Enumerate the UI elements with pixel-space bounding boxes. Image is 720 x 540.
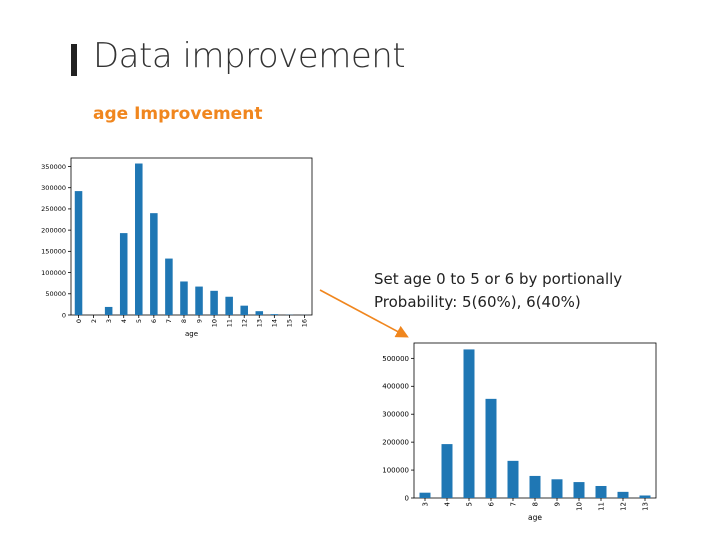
chart1-xtick-label: 10: [210, 319, 218, 327]
chart1-xtick-label: 4: [120, 319, 128, 323]
chart1-ytick-label: 200000: [41, 226, 66, 234]
chart2-bar-13: [639, 495, 651, 498]
chart1-bar-10: [210, 290, 218, 315]
chart2-bar-7: [507, 460, 519, 498]
chart1-bar-14: [270, 314, 279, 315]
chart2-ytick-label: 0: [405, 494, 409, 502]
chart2-ytick-label: 300000: [382, 411, 409, 419]
chart1-bar-8: [180, 281, 188, 315]
chart2-xtick-label: 13: [641, 502, 649, 511]
chart2-xtick-label: 9: [553, 502, 561, 506]
chart2-ytick-label: 400000: [382, 383, 409, 391]
chart2-ytick-label: 100000: [382, 467, 409, 475]
chart1-bar-3: [104, 306, 113, 315]
chart1-ytick-label: 150000: [41, 248, 66, 256]
chart1-xtick-label: 14: [271, 319, 279, 327]
chart1-xtick-label: 2: [90, 319, 98, 323]
chart1-bar-12: [240, 305, 248, 315]
chart2-xtick-label: 3: [421, 502, 429, 506]
page-title: Data improvement: [93, 36, 406, 76]
chart2-xtick-label: 12: [619, 502, 627, 511]
chart2-bar-5: [463, 349, 475, 498]
chart1-xtick-label: 7: [165, 319, 173, 323]
chart1-ytick-label: 300000: [41, 184, 66, 192]
title-accent-bar: [71, 44, 77, 76]
chart1-xtick-label: 8: [180, 319, 188, 323]
chart2-bar-8: [529, 475, 541, 498]
chart1-xaxis-label: age: [185, 330, 198, 338]
chart1-xtick-label: 13: [256, 319, 264, 327]
improvement-note: Set age 0 to 5 or 6 by portionally Proba…: [374, 268, 622, 314]
chart1-xtick-label: 9: [195, 319, 203, 323]
chart2-bar-12: [617, 491, 629, 498]
chart2-xtick-label: 11: [597, 502, 605, 511]
chart2-bar-6: [485, 398, 497, 498]
chart2-xtick-label: 8: [531, 502, 539, 506]
chart1-plot-frame: [70, 157, 313, 316]
chart2-xtick-label: 6: [487, 501, 495, 506]
chart1-xtick-label: 11: [225, 319, 233, 327]
chart1-bar-7: [165, 258, 173, 315]
chart2-bar-10: [573, 482, 585, 498]
chart1-xtick-label: 16: [301, 319, 309, 327]
chart2-xaxis-label: age: [528, 513, 542, 522]
chart1-bar-11: [225, 296, 233, 315]
chart1-bar-13: [255, 311, 264, 315]
section-subtitle: age Improvement: [93, 104, 263, 124]
chart1-xtick-label: 15: [286, 319, 294, 327]
chart2-xtick-label: 5: [465, 502, 473, 506]
chart1-bar-5: [135, 163, 143, 315]
chart1-xtick-label: 6: [150, 319, 158, 323]
chart2-bar-9: [551, 479, 563, 498]
chart1-bar-4: [119, 233, 128, 315]
chart1-ytick-label: 0: [62, 311, 66, 319]
chart2-bar-4: [441, 444, 453, 498]
chart1-xtick-label: 3: [105, 319, 113, 323]
chart1-ytick-label: 350000: [41, 163, 66, 171]
chart2-ytick-label: 200000: [382, 439, 409, 447]
chart2-bar-3: [419, 492, 431, 498]
note-line-2: Probability: 5(60%), 6(40%): [374, 293, 581, 311]
chart1-bar-6: [150, 213, 158, 315]
chart1-bar-0: [74, 191, 83, 315]
chart2-ytick-label: 500000: [382, 355, 409, 363]
chart2-xtick-label: 4: [443, 501, 451, 506]
chart1-bar-9: [195, 286, 203, 315]
chart1-xtick-label: 5: [135, 319, 143, 323]
chart2-xtick-label: 7: [509, 502, 517, 506]
chart1-ytick-label: 100000: [41, 269, 66, 277]
chart1-xtick-label: 0: [75, 319, 83, 323]
chart1-ytick-label: 50000: [45, 290, 66, 298]
chart1-ytick-label: 250000: [41, 205, 66, 213]
chart2-xtick-label: 10: [575, 502, 583, 511]
note-line-1: Set age 0 to 5 or 6 by portionally: [374, 270, 623, 288]
chart2-bar-11: [595, 485, 607, 498]
chart1-xtick-label: 12: [240, 319, 248, 327]
